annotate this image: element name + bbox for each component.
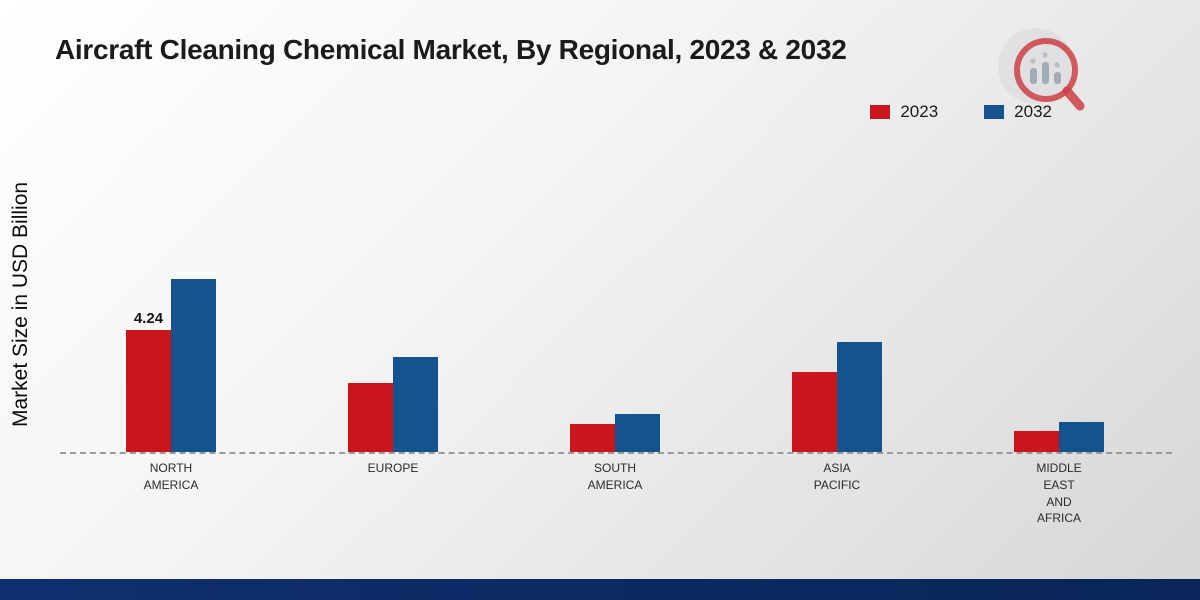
logo-bars-icon: [1030, 52, 1061, 84]
legend-label-2023: 2023: [900, 102, 939, 121]
footer-strip: [0, 579, 1200, 600]
logo-magnifier-ring-icon: [1014, 38, 1078, 102]
legend-swatch-2032-icon: [984, 105, 1005, 119]
bar-2023-middle-east-and-africa: [1014, 431, 1059, 452]
category-label-south-america: SOUTH AMERICA: [587, 461, 643, 492]
category-label-europe: EUROPE: [367, 461, 419, 475]
category-label-middle-east-and-africa: MIDDLE EAST AND AFRICA: [1036, 461, 1082, 526]
bar-2032-north-america: [171, 279, 216, 452]
legend-item-2023: 2023: [870, 102, 938, 122]
bar-2023-south-america: [570, 423, 615, 452]
chart-title: Aircraft Cleaning Chemical Market, By Re…: [55, 34, 847, 65]
legend-item-2032: 2032: [984, 102, 1052, 122]
bar-2032-asia-pacific: [837, 342, 882, 452]
bar-2023-asia-pacific: [792, 371, 837, 452]
x-axis-baseline: [60, 452, 1172, 454]
bar-value-label-north-america: 4.24: [133, 310, 164, 327]
legend-swatch-2023-icon: [870, 105, 891, 119]
category-label-asia-pacific: ASIA PACIFIC: [813, 461, 861, 492]
bar-2023-europe: [348, 383, 393, 452]
bar-group-asia-pacific: ASIA PACIFIC: [792, 342, 882, 492]
bar-group-south-america: SOUTH AMERICA: [570, 414, 660, 492]
bar-2032-south-america: [615, 414, 660, 452]
category-label-north-america: NORTH AMERICA: [143, 461, 199, 492]
bar-group-europe: EUROPE: [348, 357, 438, 475]
bar-2032-middle-east-and-africa: [1059, 421, 1104, 452]
logo-magnifier-handle-icon: [1062, 86, 1085, 111]
legend-label-2032: 2032: [1014, 102, 1052, 121]
logo-circle: [998, 28, 1074, 104]
brand-logo-icon: [998, 28, 1085, 111]
bar-2032-europe: [393, 357, 438, 452]
bar-group-middle-east-and-africa: MIDDLE EAST AND AFRICA: [1014, 421, 1104, 525]
bar-2023-north-america: 4.24: [126, 310, 171, 452]
bar-group-north-america: 4.24 NORTH AMERICA: [126, 279, 216, 492]
y-axis-label: Market Size in USD Billion: [9, 181, 32, 427]
legend: 2023 2032: [870, 102, 1052, 122]
plot-area: 4.24 NORTH AMERICA EUROPE SOUTH AMERICA ASIA PA…: [60, 150, 1170, 525]
